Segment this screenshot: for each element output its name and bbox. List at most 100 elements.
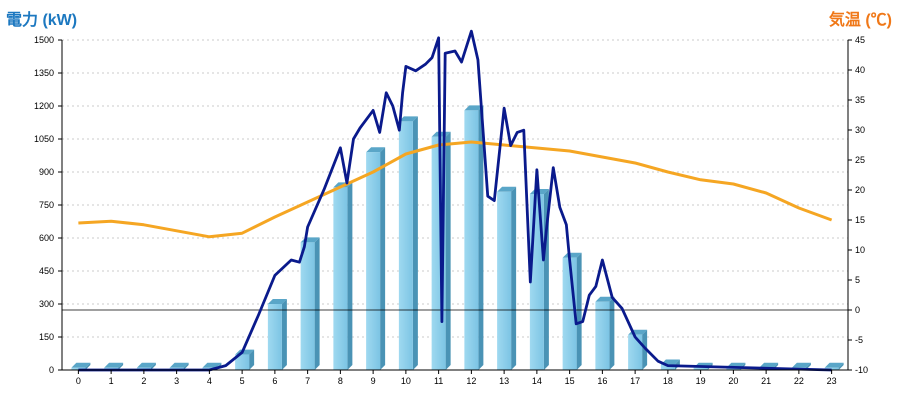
x-tick-label: 17 [630, 376, 640, 386]
power-bar-side [118, 362, 124, 370]
x-tick-label: 20 [728, 376, 738, 386]
left-tick-label: 1350 [34, 68, 54, 78]
right-tick-label: -5 [855, 335, 863, 345]
power-bar-front [398, 121, 413, 371]
power-bar-top [562, 252, 582, 258]
power-bar-top [595, 296, 615, 302]
power-bar [333, 182, 353, 370]
gridlines [62, 39, 848, 338]
power-bar [267, 299, 287, 370]
x-tick-label: 19 [696, 376, 706, 386]
power-bar-front [693, 367, 708, 370]
right-axis-ticks: -10 -5 0 5 10 15 20 25 30 35 40 45 [848, 35, 868, 375]
x-tick-label: 6 [272, 376, 277, 386]
temperature-line [78, 140, 833, 239]
right-tick-label: 0 [855, 305, 860, 315]
power-bar-top [759, 362, 779, 368]
x-tick-label: 2 [141, 376, 146, 386]
x-tick-label: 22 [794, 376, 804, 386]
right-tick-label: 30 [855, 125, 865, 135]
power-bar-top [202, 362, 222, 368]
left-tick-label: 600 [39, 233, 54, 243]
axes [61, 40, 849, 371]
right-tick-label: 20 [855, 185, 865, 195]
power-bar-top [398, 116, 418, 122]
power-bar-front [628, 334, 643, 370]
power-bar-side [412, 116, 418, 371]
x-tick-label: 0 [76, 376, 81, 386]
left-tick-label: 1500 [34, 35, 54, 45]
left-tick-label: 750 [39, 200, 54, 210]
left-tick-label: 900 [39, 167, 54, 177]
x-axis-ticks: 0 1 2 3 4 5 6 7 8 9 10 11 12 13 14 15 16 17 18 19 20 21 22 23 [76, 370, 837, 386]
x-tick-label: 7 [305, 376, 310, 386]
power-bar-side [380, 147, 386, 370]
right-tick-label: -10 [855, 365, 868, 375]
right-axis-title: 気温 (℃) [828, 12, 892, 29]
power-bar [562, 252, 582, 370]
power-bar [497, 186, 517, 370]
power-bar-top [169, 362, 189, 368]
x-tick-label: 3 [174, 376, 179, 386]
power-bar-side [576, 252, 582, 370]
power-bar-front [660, 364, 675, 370]
x-tick-label: 14 [532, 376, 542, 386]
power-bar-front [235, 354, 250, 370]
x-tick-label: 12 [466, 376, 476, 386]
x-tick-label: 15 [565, 376, 575, 386]
x-tick-label: 1 [109, 376, 114, 386]
power-bar-top [71, 362, 91, 368]
power-bar-side [511, 186, 517, 370]
left-tick-label: 1200 [34, 101, 54, 111]
right-tick-label: 45 [855, 35, 865, 45]
left-tick-label: 1050 [34, 134, 54, 144]
power-bar-front [726, 367, 741, 370]
power-bar-side [445, 131, 451, 370]
power-bar [628, 329, 648, 370]
power-bar-top [497, 186, 517, 192]
x-tick-label: 23 [827, 376, 837, 386]
power-bar-side [642, 329, 648, 370]
power-bar [300, 237, 320, 370]
power-bar-side [478, 105, 484, 371]
power-bar-front [366, 152, 381, 370]
power-bar-top [366, 147, 386, 153]
x-tick-label: 10 [401, 376, 411, 386]
left-tick-label: 0 [49, 365, 54, 375]
power-bar-top [267, 299, 287, 304]
power-bar [398, 116, 418, 371]
power-bar-side [150, 362, 156, 370]
right-tick-label: 5 [855, 275, 860, 285]
power-bar-front [497, 191, 512, 370]
x-tick-label: 18 [663, 376, 673, 386]
power-bar-top [104, 362, 124, 368]
left-axis-title: 電力 (kW) [6, 12, 78, 29]
x-tick-label: 21 [761, 376, 771, 386]
left-tick-label: 150 [39, 332, 54, 342]
power-bar-front [333, 187, 348, 370]
power-bar [366, 147, 386, 370]
power-bar-front [464, 110, 479, 371]
power-bar-side [249, 349, 255, 370]
power-bar-side [281, 299, 287, 370]
power-bar [464, 105, 484, 371]
right-tick-label: 15 [855, 215, 865, 225]
power-bar-side [314, 237, 320, 370]
power-bar [595, 296, 615, 370]
x-tick-label: 11 [434, 376, 443, 386]
power-bar-front [595, 301, 610, 370]
x-tick-label: 16 [597, 376, 607, 386]
power-bar-side [609, 296, 615, 370]
power-bar-front [267, 304, 282, 370]
right-tick-label: 10 [855, 245, 865, 255]
x-tick-label: 5 [240, 376, 245, 386]
power-bars [71, 105, 844, 371]
power-bar-top [791, 362, 811, 368]
right-tick-label: 35 [855, 95, 865, 105]
x-tick-label: 4 [207, 376, 212, 386]
power-bar [235, 349, 255, 370]
left-tick-label: 300 [39, 299, 54, 309]
power-bar-side [838, 362, 844, 370]
power-bar-top [824, 362, 844, 368]
